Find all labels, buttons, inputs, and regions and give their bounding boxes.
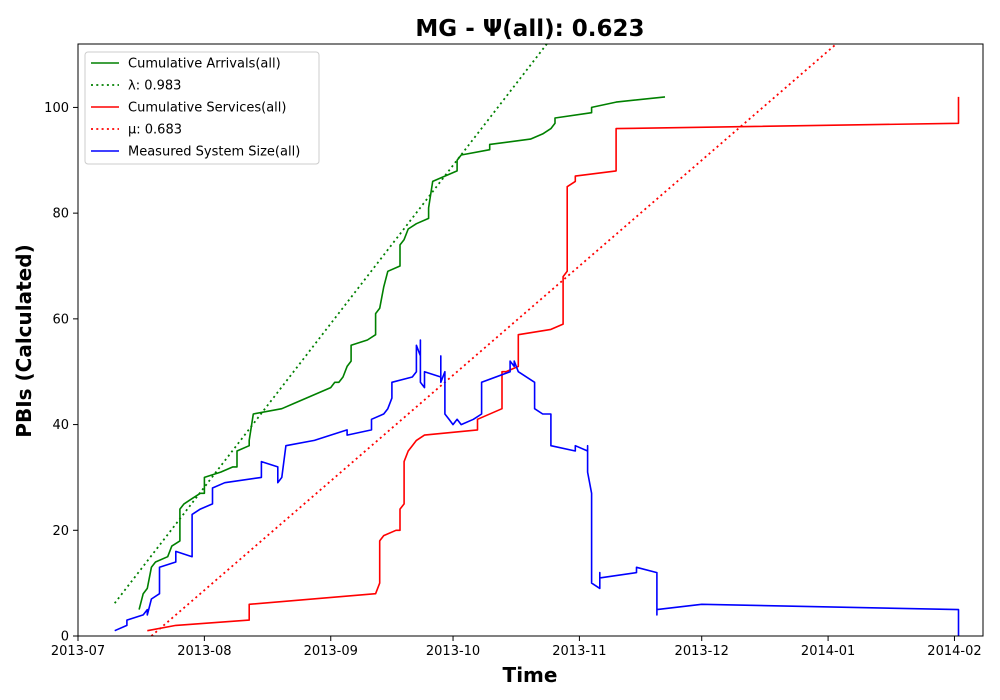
y-tick-label: 100 xyxy=(44,101,69,116)
x-tick-label: 2013-12 xyxy=(675,644,729,659)
legend-label: Measured System Size(all) xyxy=(128,145,300,160)
series-line-4 xyxy=(114,339,960,636)
y-axis-title: PBIs (Calculated) xyxy=(12,244,36,437)
legend: Cumulative Arrivals(all) λ: 0.983 Cumulati… xyxy=(84,51,320,165)
axes-frame xyxy=(77,43,984,637)
series-line-0 xyxy=(138,96,666,610)
x-tick-label: 2014-01 xyxy=(801,644,855,659)
axes-layer: 2013-07 2013-08 2013-09 2013-10 2013-11 2013-… xyxy=(44,43,984,659)
chart-title: MG - Ψ(all): 0.623 xyxy=(415,16,644,42)
series-line-3 xyxy=(150,44,837,636)
x-tick-label: 2013-10 xyxy=(426,644,480,659)
x-tick-label: 2013-11 xyxy=(552,644,606,659)
legend-label: μ: 0.683 xyxy=(128,123,182,138)
y-tick-label: 80 xyxy=(52,207,69,222)
legend-label: Cumulative Arrivals(all) xyxy=(128,57,281,72)
series-line-2 xyxy=(147,96,960,632)
y-tick-label: 20 xyxy=(52,524,69,539)
x-tick-label: 2013-07 xyxy=(51,644,105,659)
y-tick-label: 0 xyxy=(61,630,69,645)
x-tick-label: 2013-09 xyxy=(304,644,358,659)
legend-label: λ: 0.983 xyxy=(128,79,181,94)
legend-box xyxy=(84,51,320,165)
y-tick-label: 40 xyxy=(52,418,69,433)
series-line-1 xyxy=(113,44,548,604)
legend-label: Cumulative Services(all) xyxy=(128,101,286,116)
x-axis-title: Time xyxy=(503,663,558,687)
y-tick-label: 60 xyxy=(52,312,69,327)
x-tick-label: 2013-08 xyxy=(177,644,231,659)
series-layer xyxy=(113,44,960,636)
x-tick-label: 2014-02 xyxy=(927,644,981,659)
